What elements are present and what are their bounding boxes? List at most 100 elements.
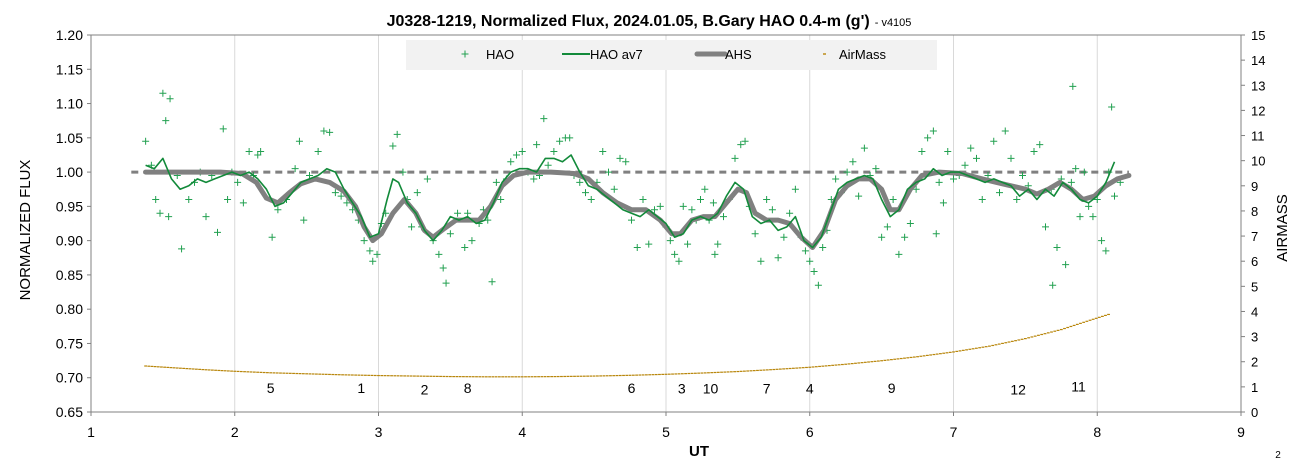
legend-item: AirMass — [823, 47, 886, 62]
hao-point — [950, 175, 957, 183]
hao-point — [780, 233, 788, 241]
hao-point — [1089, 213, 1097, 221]
series-airmass — [144, 313, 1110, 378]
hao-point — [492, 178, 500, 186]
hao-point — [737, 141, 745, 149]
series-layer — [131, 82, 1132, 378]
hao-point — [1085, 202, 1093, 210]
hao-point — [224, 196, 232, 204]
hao-point — [331, 189, 339, 197]
hao-point — [159, 89, 167, 97]
hao-point — [185, 196, 193, 204]
y-tick-label: 1.05 — [56, 130, 83, 146]
hao-point — [326, 128, 334, 136]
hao-point — [1036, 141, 1044, 149]
hao-point — [1108, 103, 1116, 111]
hao-point — [701, 185, 709, 193]
hao-point — [895, 250, 903, 258]
annotation-label: 6 — [628, 380, 636, 396]
hao-point — [741, 137, 749, 145]
hao-point — [156, 209, 164, 217]
x-tick-label: 8 — [1093, 424, 1101, 440]
hao-point — [763, 196, 771, 204]
hao-point — [889, 196, 897, 204]
hao-point — [671, 250, 679, 258]
x-tick-label: 2 — [231, 424, 239, 440]
hao-point — [929, 127, 937, 135]
chart-title-version: - v4105 — [875, 17, 912, 29]
hao-point — [369, 257, 377, 265]
annotation-label: 1 — [357, 380, 365, 396]
hao-point — [810, 267, 818, 275]
hao-point — [152, 196, 160, 204]
hao-point — [832, 175, 840, 183]
hao-point — [165, 213, 173, 221]
hao-point — [901, 233, 909, 241]
hao-point — [912, 185, 920, 193]
hao-point — [628, 216, 635, 224]
x-axis-ticks: 1 2 3 4 5 6 7 8 9 — [87, 412, 1245, 440]
y2-tick-label: 9 — [1251, 179, 1258, 194]
y2-tick-label: 0 — [1251, 405, 1258, 420]
hao-point — [582, 189, 589, 197]
legend-marker-hao — [461, 50, 469, 58]
hao-point — [918, 148, 926, 156]
legend-label: HAO — [486, 47, 514, 62]
hao-point — [849, 158, 857, 166]
hao-point — [162, 117, 170, 125]
hao-point — [751, 230, 759, 238]
hao-point — [801, 247, 809, 255]
x-tick-label: 7 — [950, 424, 958, 440]
hao-point — [720, 213, 727, 221]
annotation-label: 3 — [678, 381, 686, 397]
hao-point — [399, 168, 407, 176]
hao-point — [843, 168, 851, 176]
hao-point — [757, 257, 765, 265]
hao-point — [883, 223, 891, 231]
hao-point — [768, 206, 776, 214]
hao-point — [645, 240, 653, 248]
hao-point — [1072, 165, 1080, 173]
hao-point — [731, 154, 739, 162]
hao-point — [291, 165, 299, 173]
hao-point — [320, 127, 328, 135]
hao-point — [550, 148, 558, 156]
annotation-label: 7 — [763, 381, 771, 397]
annotation-label: 2 — [421, 381, 429, 397]
hao-point — [616, 154, 624, 162]
hao-point — [714, 240, 722, 248]
y2-tick-label: 10 — [1251, 154, 1265, 169]
hao-point — [1098, 237, 1106, 245]
hao-point — [819, 243, 827, 251]
hao-point — [337, 192, 345, 200]
y-tick-label: 1.15 — [56, 61, 83, 77]
hao-point — [300, 216, 308, 224]
hao-point — [932, 230, 940, 238]
hao-point — [566, 134, 574, 142]
hao-point — [973, 154, 980, 162]
hao-point — [1053, 243, 1061, 251]
hao-point — [639, 196, 647, 204]
hao-point — [142, 137, 150, 145]
hao-point — [544, 161, 552, 169]
y-tick-label: 1.20 — [56, 27, 83, 43]
hao-point — [373, 250, 381, 258]
legend: HAO HAO av7 AHS AirMass — [406, 40, 937, 70]
hao-point — [697, 196, 704, 204]
hao-point — [343, 199, 351, 207]
y2-tick-label: 14 — [1251, 53, 1265, 68]
chart-title-text: J0328-1219, Normalized Flux, 2024.01.05,… — [387, 13, 870, 30]
hao-point — [507, 158, 515, 166]
hao-point — [413, 189, 421, 197]
annotation-label: 5 — [267, 380, 275, 396]
hao-point — [1062, 261, 1070, 269]
y2-tick-label: 4 — [1251, 304, 1258, 319]
hao-point — [1076, 213, 1084, 221]
hao-point — [295, 137, 303, 145]
hao-point — [961, 161, 969, 169]
hao-point — [576, 178, 584, 186]
y2-tick-label: 12 — [1251, 103, 1265, 118]
hao-point — [774, 254, 782, 262]
y-tick-label: 0.75 — [56, 335, 83, 351]
hao-point — [274, 206, 282, 214]
